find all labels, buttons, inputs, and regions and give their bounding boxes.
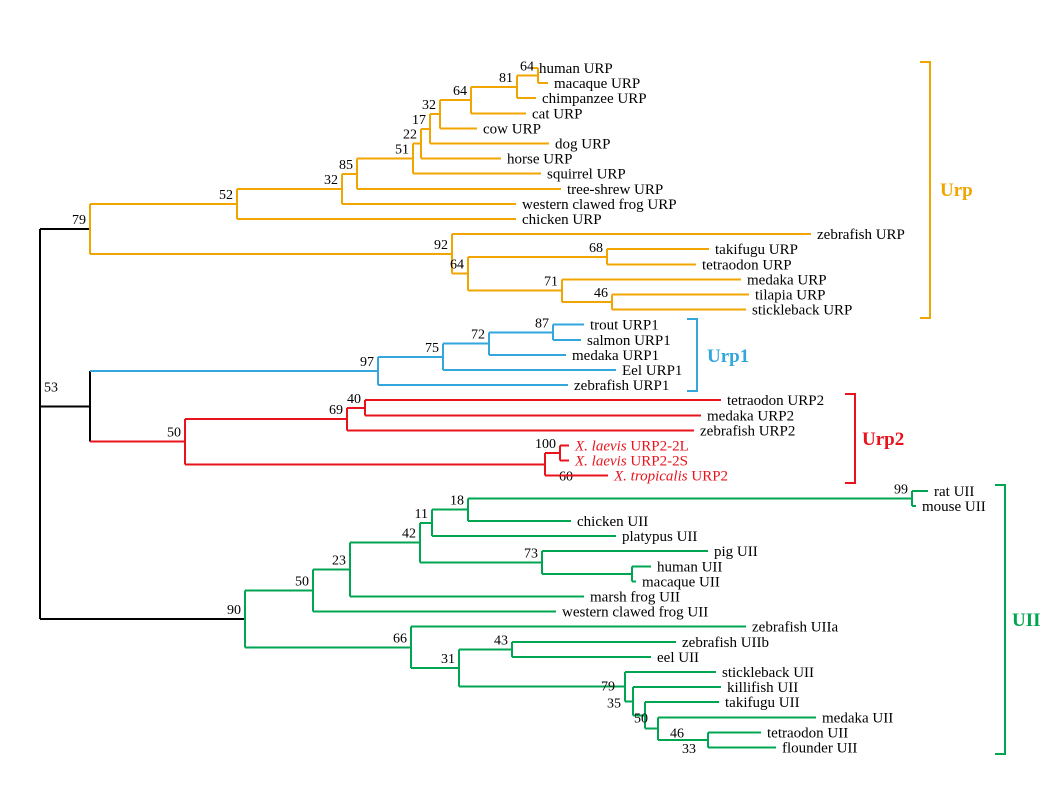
taxon-label: zebrafish URP2 bbox=[700, 423, 795, 439]
taxon-label: salmon URP1 bbox=[587, 333, 671, 349]
taxon-label: macaque URP bbox=[554, 76, 640, 92]
clade-label: Urp1 bbox=[707, 346, 749, 367]
taxon-label: human URP bbox=[539, 61, 613, 77]
taxon-label: mouse UII bbox=[922, 499, 986, 515]
support-value: 22 bbox=[403, 128, 417, 143]
support-value: 11 bbox=[415, 507, 428, 522]
taxon-label: medaka URP2 bbox=[707, 408, 794, 424]
support-value: 53 bbox=[44, 380, 58, 395]
clade-label: UII bbox=[1012, 610, 1041, 631]
support-value: 32 bbox=[324, 173, 338, 188]
taxon-label: zebrafish URP bbox=[817, 227, 905, 243]
taxon-label: stickleback URP bbox=[752, 303, 852, 319]
support-value: 87 bbox=[535, 316, 549, 331]
taxon-label: zebrafish URP1 bbox=[574, 378, 669, 394]
support-value: 35 bbox=[607, 696, 621, 711]
clade-label: Urp bbox=[940, 180, 973, 201]
taxon-label: chicken UII bbox=[577, 514, 648, 530]
support-value: 18 bbox=[450, 494, 464, 509]
taxon-label: X. laevis URP2-2L bbox=[574, 439, 689, 455]
support-value: 52 bbox=[219, 188, 233, 203]
support-value: 73 bbox=[524, 547, 538, 562]
taxon-label: cat URP bbox=[532, 106, 582, 122]
taxon-label: horse URP bbox=[507, 152, 572, 168]
support-value: 64 bbox=[450, 258, 464, 273]
support-value: 79 bbox=[601, 680, 615, 695]
taxon-label: macaque UII bbox=[642, 574, 720, 590]
support-value: 42 bbox=[402, 527, 416, 542]
support-value: 92 bbox=[434, 238, 448, 253]
support-value: 60 bbox=[559, 469, 573, 484]
support-value: 50 bbox=[295, 575, 309, 590]
support-value: 75 bbox=[425, 341, 439, 356]
taxon-label: flounder UII bbox=[782, 741, 857, 757]
taxon-label: stickleback UII bbox=[722, 665, 814, 681]
taxon-label: tetraodon URP bbox=[702, 257, 792, 273]
taxon-label: chicken URP bbox=[522, 212, 602, 228]
support-value: 64 bbox=[453, 84, 467, 99]
taxon-label: tree-shrew URP bbox=[567, 182, 663, 198]
taxon-label: medaka UII bbox=[822, 710, 893, 726]
clade-bracket bbox=[687, 318, 698, 392]
taxon-label: takifugu URP bbox=[715, 242, 798, 258]
support-value: 51 bbox=[395, 143, 409, 158]
support-value: 79 bbox=[72, 213, 86, 228]
taxon-label: eel UII bbox=[657, 650, 699, 666]
support-value: 66 bbox=[393, 631, 407, 646]
support-value: 33 bbox=[682, 742, 696, 757]
taxon-label: western clawed frog UII bbox=[562, 605, 708, 621]
support-value: 46 bbox=[670, 727, 684, 742]
taxon-label: tetraodon URP2 bbox=[727, 393, 824, 409]
clade-bracket bbox=[920, 61, 931, 319]
support-value: 32 bbox=[422, 98, 436, 113]
taxon-label: trout URP1 bbox=[590, 318, 659, 334]
clade-bracket bbox=[995, 484, 1006, 755]
taxon-label: X. laevis URP2-2S bbox=[574, 454, 688, 470]
support-value: 85 bbox=[339, 158, 353, 173]
support-value: 69 bbox=[329, 403, 343, 418]
taxon-label: rat UII bbox=[934, 484, 974, 500]
support-value: 46 bbox=[594, 286, 608, 301]
support-value: 23 bbox=[332, 554, 346, 569]
taxon-label: marsh frog UII bbox=[590, 590, 680, 606]
clade-bracket bbox=[845, 393, 856, 484]
taxon-label: killifish UII bbox=[727, 680, 798, 696]
support-value: 81 bbox=[499, 71, 513, 86]
taxon-label: pig UII bbox=[714, 544, 758, 560]
support-value: 97 bbox=[360, 355, 374, 370]
taxon-label: dog URP bbox=[555, 137, 610, 153]
taxon-label: zebrafish UIIa bbox=[752, 620, 839, 636]
support-value: 50 bbox=[634, 711, 648, 726]
support-value: 99 bbox=[894, 482, 908, 497]
support-value: 71 bbox=[544, 275, 558, 290]
taxon-label: Eel URP1 bbox=[622, 363, 682, 379]
support-value: 64 bbox=[520, 60, 534, 75]
support-value: 100 bbox=[535, 437, 556, 452]
taxon-label: squirrel URP bbox=[547, 167, 626, 183]
taxon-label: human UII bbox=[657, 559, 722, 575]
taxon-label: western clawed frog URP bbox=[522, 197, 677, 213]
taxon-label: chimpanzee URP bbox=[542, 91, 647, 107]
support-value: 17 bbox=[412, 113, 426, 128]
support-value: 72 bbox=[471, 328, 485, 343]
taxon-label: zebrafish UIIb bbox=[682, 635, 769, 651]
taxon-label: platypus UII bbox=[622, 529, 697, 545]
clade-label: Urp2 bbox=[862, 429, 904, 450]
support-value: 31 bbox=[441, 652, 455, 667]
support-value: 68 bbox=[589, 241, 603, 256]
taxon-label: X. tropicalis URP2 bbox=[613, 469, 728, 485]
taxon-label: tetraodon UII bbox=[767, 725, 848, 741]
taxon-label: takifugu UII bbox=[725, 695, 800, 711]
support-value: 43 bbox=[494, 633, 508, 648]
support-value: 50 bbox=[167, 426, 181, 441]
support-value: 40 bbox=[347, 392, 361, 407]
taxon-label: medaka URP bbox=[747, 272, 827, 288]
support-value: 90 bbox=[227, 603, 241, 618]
taxon-label: medaka URP1 bbox=[572, 348, 659, 364]
taxon-label: cow URP bbox=[483, 121, 541, 137]
taxon-label: tilapia URP bbox=[755, 288, 825, 304]
